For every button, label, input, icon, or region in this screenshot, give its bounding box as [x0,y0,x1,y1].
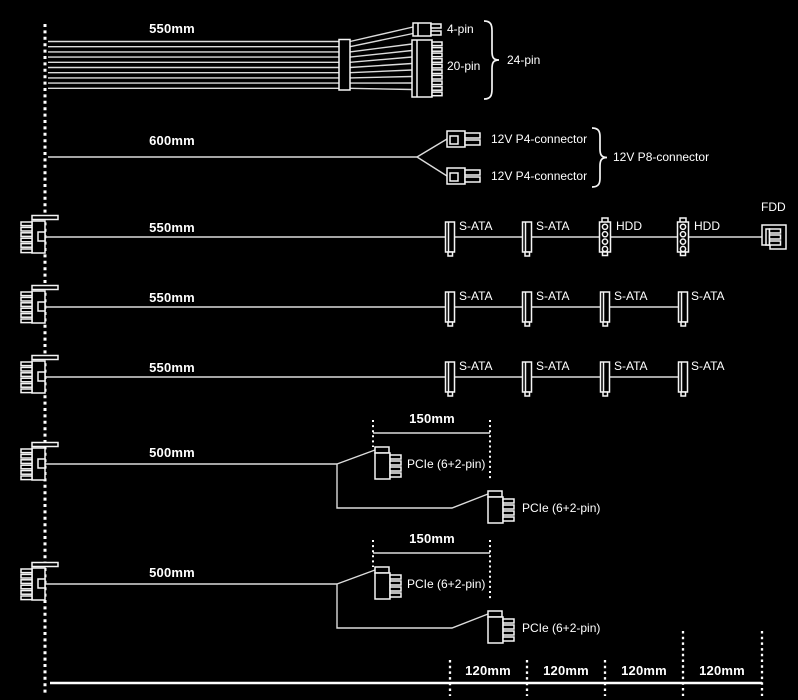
sata-connector-icon [444,361,456,397]
sata-connector-icon [521,221,533,257]
hdd-connector-icon [598,217,612,257]
brace-24pin-icon [483,20,500,100]
connector-label-p4-1: 12V P4-connector [491,132,588,146]
length-label-eps: 600mm [149,133,195,148]
psu-plug-icon [20,284,59,324]
connector-label-sata: S-ATA [459,219,493,233]
pcie-cable-2 [45,540,491,629]
connector-label-20pin: 20-pin [447,59,481,73]
sata-connector-icon [444,291,456,327]
scale-segment-label: 120mm [699,663,745,678]
length-label-pcie2: 500mm [149,565,195,580]
sata-connector-icon [599,291,611,327]
connector-label-sata: S-ATA [459,359,493,373]
psu-plug-icon [20,354,59,394]
pcie-connector-icon [374,566,402,600]
p4-connector-icon [446,130,481,148]
length-label-sata2: 550mm [149,360,195,375]
pcie-connector-icon [487,490,515,524]
group-label-p8: 12V P8-connector [613,150,710,164]
connector-label-hdd: HDD [694,219,720,233]
spacing-label-pcie1: 150mm [409,411,455,426]
pcie-cable-1 [45,420,491,509]
length-label-pcie1: 500mm [149,445,195,460]
connector-label-sata: S-ATA [691,289,725,303]
bottom-scale [50,631,764,696]
connector-label-pcie: PCIe (6+2-pin) [522,501,601,515]
connector-label-sata: S-ATA [614,289,648,303]
pcie-connector-icon [487,610,515,644]
scale-segment-label: 120mm [465,663,511,678]
group-label-24pin: 24-pin [507,53,541,67]
scale-segment-label: 120mm [543,663,589,678]
brace-p8-icon [591,127,608,188]
cable-clamp-icon [338,38,351,91]
length-label-sata1: 550mm [149,290,195,305]
connector-label-sata: S-ATA [536,289,570,303]
sata-connector-icon [677,361,689,397]
p4-connector-icon [446,167,481,185]
spacing-label-pcie2: 150mm [409,531,455,546]
pcie-connector-icon [374,446,402,480]
connector-label-4pin: 4-pin [447,22,474,36]
sata-connector-icon [521,291,533,327]
sata-connector-icon [677,291,689,327]
psu-plug-icon [20,561,59,601]
connector-label-p4-2: 12V P4-connector [491,169,588,183]
connector-label-pcie: PCIe (6+2-pin) [407,577,486,591]
connector-label-sata: S-ATA [691,359,725,373]
length-label-atx: 550mm [149,21,195,36]
sata-connector-icon [521,361,533,397]
atx-ribbon-cable [48,26,414,91]
length-label-peripheral: 550mm [149,220,195,235]
scale-segment-label: 120mm [621,663,667,678]
fdd-connector-icon [761,224,787,250]
connector-label-pcie: PCIe (6+2-pin) [407,457,486,471]
connector-label-sata: S-ATA [536,359,570,373]
atx-4pin-connector-icon [412,22,442,37]
sata-connector-icon [444,221,456,257]
connector-label-hdd: HDD [616,219,642,233]
connector-label-sata: S-ATA [459,289,493,303]
connector-label-fdd: FDD [761,200,786,214]
psu-plug-icon [20,214,59,254]
hdd-connector-icon [676,217,690,257]
atx-20pin-connector-icon [411,39,443,98]
connector-label-sata: S-ATA [536,219,570,233]
eps-cable [48,138,448,177]
sata-connector-icon [599,361,611,397]
connector-label-pcie: PCIe (6+2-pin) [522,621,601,635]
connector-label-sata: S-ATA [614,359,648,373]
psu-plug-icon [20,441,59,481]
